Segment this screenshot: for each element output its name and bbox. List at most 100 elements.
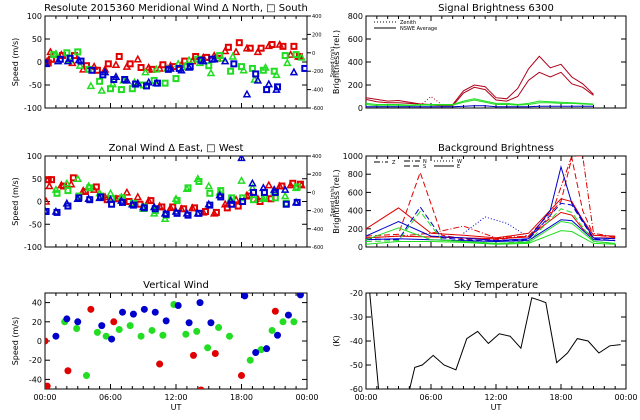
data-point xyxy=(282,200,290,208)
data-point xyxy=(45,59,49,67)
data-point xyxy=(159,61,167,69)
data-point xyxy=(151,205,159,213)
data-point xyxy=(270,67,278,75)
data-point xyxy=(74,48,82,56)
data-point xyxy=(110,75,118,83)
data-point xyxy=(133,192,143,201)
data-point xyxy=(162,210,170,218)
y-axis-label: Speed (m/s) xyxy=(11,38,20,87)
data-point xyxy=(292,51,300,59)
series-line xyxy=(366,55,594,107)
data-point xyxy=(88,66,96,74)
series-line xyxy=(366,230,616,245)
data-point xyxy=(246,356,254,364)
data-point xyxy=(50,51,58,59)
data-point xyxy=(45,181,54,190)
data-point xyxy=(86,184,94,192)
y-tick-label: 400 xyxy=(348,207,363,216)
data-point xyxy=(140,204,148,212)
y-tick-label: 800 xyxy=(348,12,363,21)
series-line xyxy=(369,293,621,389)
data-point xyxy=(175,64,183,72)
data-point xyxy=(224,43,232,51)
y-axis-label: Brightness (rel.) xyxy=(332,30,341,94)
y2-tick-label: -400 xyxy=(312,227,323,233)
data-point xyxy=(147,197,155,205)
data-point xyxy=(82,372,90,380)
data-point xyxy=(234,202,242,210)
data-point xyxy=(241,293,249,300)
data-point xyxy=(197,386,205,389)
x-tick-label: 12:00 xyxy=(164,393,187,402)
data-point xyxy=(297,52,306,61)
y-tick-label: -30 xyxy=(350,313,363,322)
x-tick-label: 06:00 xyxy=(99,393,122,402)
data-point xyxy=(220,56,230,65)
y-tick-label: 0 xyxy=(37,337,42,346)
series-line xyxy=(366,105,594,108)
data-point xyxy=(186,63,194,71)
y-tick-label: 600 xyxy=(348,35,363,44)
data-point xyxy=(132,80,140,88)
x-axis-label: UT xyxy=(491,403,502,412)
data-point xyxy=(231,47,241,56)
plot-area xyxy=(45,293,304,389)
data-point xyxy=(263,345,271,353)
data-point xyxy=(237,176,246,184)
legend-label: Zenith xyxy=(400,20,416,26)
data-point xyxy=(226,196,235,204)
data-point xyxy=(263,86,271,94)
data-point xyxy=(216,52,224,60)
y2-tick-label: 0 xyxy=(312,190,315,196)
data-point xyxy=(237,156,246,162)
y-tick-label: 0 xyxy=(37,58,42,67)
data-point xyxy=(133,54,143,63)
data-point xyxy=(119,198,127,206)
y-tick-label: -50 xyxy=(29,220,42,229)
y-axis-label: Brightness (rel.) xyxy=(332,169,341,233)
data-point xyxy=(279,318,287,326)
data-point xyxy=(206,68,216,77)
data-point xyxy=(66,54,74,62)
chart-title: Background Brightness xyxy=(438,143,554,154)
data-point xyxy=(197,56,205,64)
plot-area xyxy=(366,55,594,108)
y2-tick-label: 400 xyxy=(312,14,322,20)
legend-label: S xyxy=(423,164,426,170)
data-point xyxy=(271,188,279,196)
y-tick-label: -60 xyxy=(350,385,363,394)
data-point xyxy=(184,184,192,192)
y-axis-label: Speed (m/s) xyxy=(11,317,20,366)
data-point xyxy=(228,200,236,208)
data-point xyxy=(115,52,123,60)
y-tick-label: 50 xyxy=(32,175,42,184)
data-point xyxy=(289,67,299,76)
chart-title: Vertical Wind xyxy=(143,280,209,291)
data-point xyxy=(223,204,231,212)
data-point xyxy=(257,44,265,52)
data-point xyxy=(52,332,60,340)
y-tick-label: 200 xyxy=(348,225,363,234)
data-point xyxy=(108,335,116,343)
data-point xyxy=(64,187,72,195)
y2-tick-label: 200 xyxy=(312,32,322,38)
data-point xyxy=(289,179,297,187)
y-tick-label: -100 xyxy=(24,104,42,113)
y2-tick-label: -400 xyxy=(312,88,323,94)
data-point xyxy=(215,324,223,332)
data-point xyxy=(129,201,137,209)
data-point xyxy=(119,308,127,316)
data-point xyxy=(107,85,114,93)
data-point xyxy=(73,174,83,182)
data-point xyxy=(152,64,161,73)
data-point xyxy=(206,189,214,197)
data-point xyxy=(252,349,260,357)
y2-tick-label: 0 xyxy=(312,51,315,57)
data-point xyxy=(126,322,134,330)
y-tick-label: 0 xyxy=(358,243,363,252)
chart-title: Sky Temperature xyxy=(454,280,538,291)
data-point xyxy=(260,188,268,196)
y-tick-label: 1000 xyxy=(343,152,363,161)
x-tick-label: 00:00 xyxy=(295,393,318,402)
y2-tick-label: 200 xyxy=(312,172,322,178)
